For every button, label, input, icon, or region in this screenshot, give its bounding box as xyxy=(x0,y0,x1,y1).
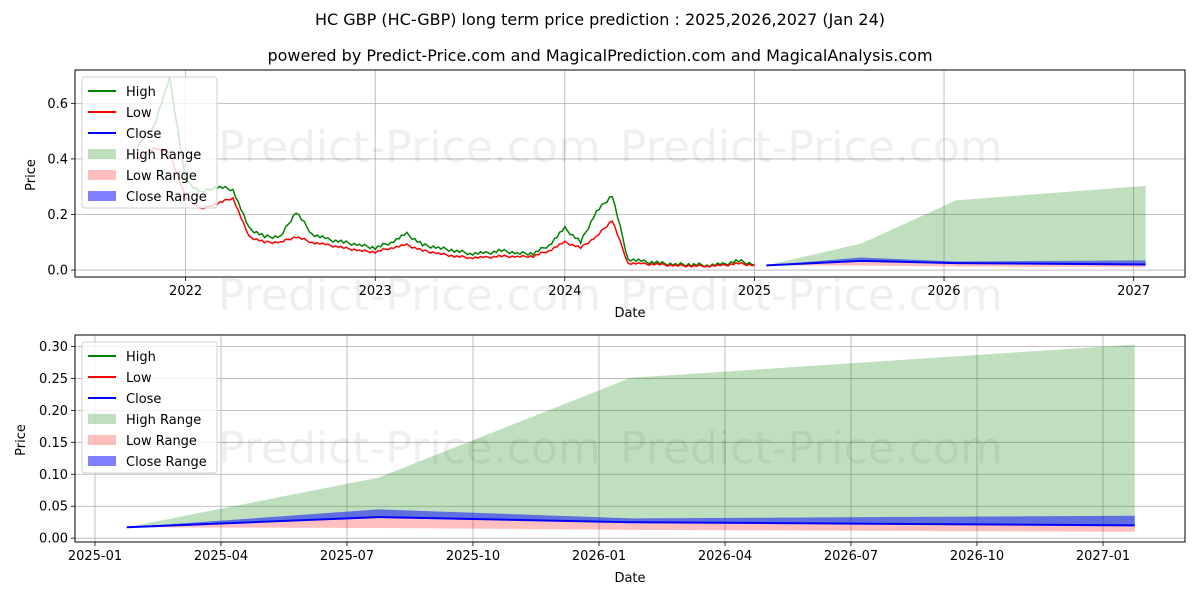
legend-label: High xyxy=(126,350,156,365)
legend-label: Close Range xyxy=(126,455,207,470)
y-tick-label: 0.00 xyxy=(39,532,68,547)
y-tick-label: 0.2 xyxy=(47,208,68,223)
low-range-area xyxy=(126,517,1135,532)
plot-frame xyxy=(74,69,1186,278)
close-range-legend-swatch xyxy=(88,191,116,201)
chart-subtitle: powered by Predict-Price.com and Magical… xyxy=(267,46,933,65)
low-line xyxy=(137,146,755,268)
top-legend: High Low Close High Range Low Range Close Ran… xyxy=(81,76,218,209)
x-tick-label: 2025-10 xyxy=(446,549,500,564)
x-tick-label: 2026 xyxy=(927,284,960,299)
legend-box xyxy=(81,341,218,474)
x-tick-label: 2024 xyxy=(548,284,581,299)
y-axis-label: Price xyxy=(24,159,39,191)
watermark: Predict-Price.com xyxy=(620,423,1003,474)
y-tick-label: 0.10 xyxy=(39,468,68,483)
y-tick-label: 0.15 xyxy=(39,436,68,451)
y-tick-label: 0.30 xyxy=(39,340,68,355)
x-axis-label: Date xyxy=(614,306,645,321)
high-range-area xyxy=(126,344,1135,528)
watermark: Predict-Price.com xyxy=(218,270,601,321)
high-range-legend-swatch xyxy=(88,414,116,424)
bottom-legend: High Low Close High Range Low Range Close Ran… xyxy=(81,341,218,474)
y-tick-label: 0.20 xyxy=(39,404,68,419)
legend-label: Low xyxy=(126,371,152,386)
close-line xyxy=(766,259,1146,267)
high-line xyxy=(137,76,755,268)
watermark: Predict-Price.com xyxy=(620,270,1003,321)
legend-label: High xyxy=(126,85,156,100)
legend-label: Low Range xyxy=(126,434,197,449)
bottom-chart: 2025-01 2025-04 2025-07 2025-10 2026-01 2026-… xyxy=(14,334,1186,586)
y-tick-label: 0.6 xyxy=(47,97,68,112)
top-chart: 2022 2023 2024 2025 2026 2027 0.0 0.2 0.4 0.6 Pred… xyxy=(24,69,1186,321)
plot-frame xyxy=(74,334,1186,543)
chart-title: HC GBP (HC-GBP) long term price predicti… xyxy=(314,10,885,29)
y-axis-label: Price xyxy=(14,424,29,456)
x-tick-label: 2026-10 xyxy=(950,549,1004,564)
x-tick-label: 2025-07 xyxy=(320,549,374,564)
y-tick-label: 0.05 xyxy=(39,500,68,515)
x-tick-label: 2026-01 xyxy=(572,549,626,564)
high-range-area xyxy=(766,185,1146,266)
close-line xyxy=(126,516,1135,529)
legend-label: High Range xyxy=(126,148,201,163)
low-range-legend-swatch xyxy=(88,435,116,445)
watermark: Predict-Price.com xyxy=(620,122,1003,173)
legend-box xyxy=(81,76,218,209)
x-tick-label: 2027 xyxy=(1117,284,1150,299)
y-tick-label: 0.0 xyxy=(47,264,68,279)
legend-label: Close xyxy=(126,392,161,407)
close-range-legend-swatch xyxy=(88,456,116,466)
y-tick-label: 0.25 xyxy=(39,372,68,387)
legend-label: Close xyxy=(126,127,161,142)
x-tick-label: 2022 xyxy=(169,284,202,299)
high-range-legend-swatch xyxy=(88,149,116,159)
x-tick-label: 2025-01 xyxy=(68,549,122,564)
x-axis-label: Date xyxy=(614,571,645,586)
watermark: Predict-Price.com xyxy=(218,122,601,173)
x-tick-label: 2023 xyxy=(359,284,392,299)
x-tick-label: 2025 xyxy=(738,284,771,299)
watermark: Predict-Price.com xyxy=(218,423,601,474)
legend-label: Close Range xyxy=(126,190,207,205)
legend-label: Low xyxy=(126,106,152,121)
x-tick-label: 2026-07 xyxy=(824,549,878,564)
x-tick-label: 2026-04 xyxy=(698,549,752,564)
y-tick-label: 0.4 xyxy=(47,152,68,167)
low-range-legend-swatch xyxy=(88,170,116,180)
legend-label: High Range xyxy=(126,413,201,428)
x-tick-label: 2027-01 xyxy=(1076,549,1130,564)
legend-label: Low Range xyxy=(126,169,197,184)
x-tick-label: 2025-04 xyxy=(194,549,248,564)
